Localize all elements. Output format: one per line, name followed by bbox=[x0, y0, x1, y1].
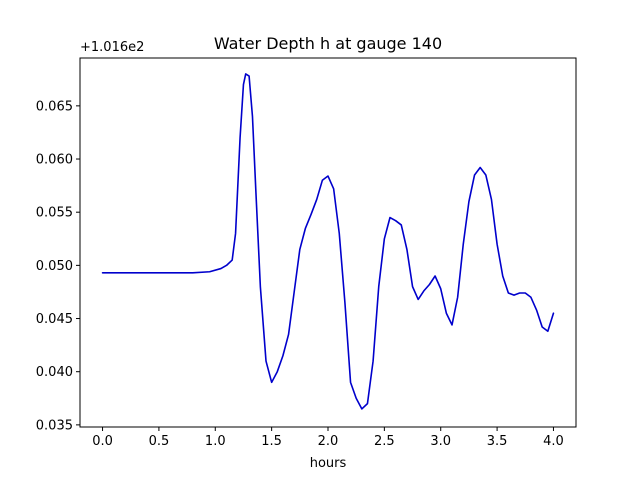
plot-area: 0.0 0.5 1.0 1.5 2.0 2.5 3.0 3.5 4.0 0.035 0.040 0.0… bbox=[36, 57, 577, 449]
x-tick-label: 0.0 bbox=[92, 434, 113, 449]
x-tick-label: 3.0 bbox=[430, 434, 451, 449]
x-tick-label: 1.5 bbox=[261, 434, 282, 449]
chart-title: Water Depth h at gauge 140 bbox=[214, 34, 442, 53]
y-offset-label: +1.016e2 bbox=[80, 40, 144, 55]
x-tick-label: 2.0 bbox=[318, 434, 339, 449]
series-line-0 bbox=[101, 73, 555, 410]
y-tick-label: 0.040 bbox=[36, 365, 73, 380]
y-tick-label: 0.060 bbox=[36, 153, 73, 168]
y-tick-label: 0.045 bbox=[36, 312, 73, 327]
y-tick-label: 0.050 bbox=[36, 259, 73, 274]
x-tick-label: 1.0 bbox=[205, 434, 226, 449]
x-axis-label: hours bbox=[310, 456, 347, 471]
x-tick-label: 4.0 bbox=[543, 434, 564, 449]
y-tick-label: 0.035 bbox=[36, 418, 73, 433]
plot-frame bbox=[79, 57, 577, 428]
x-tick-label: 0.5 bbox=[149, 434, 170, 449]
x-tick-label: 3.5 bbox=[487, 434, 508, 449]
x-tick-label: 2.5 bbox=[374, 434, 395, 449]
y-tick-label: 0.065 bbox=[36, 99, 73, 114]
y-tick-label: 0.055 bbox=[36, 206, 73, 221]
